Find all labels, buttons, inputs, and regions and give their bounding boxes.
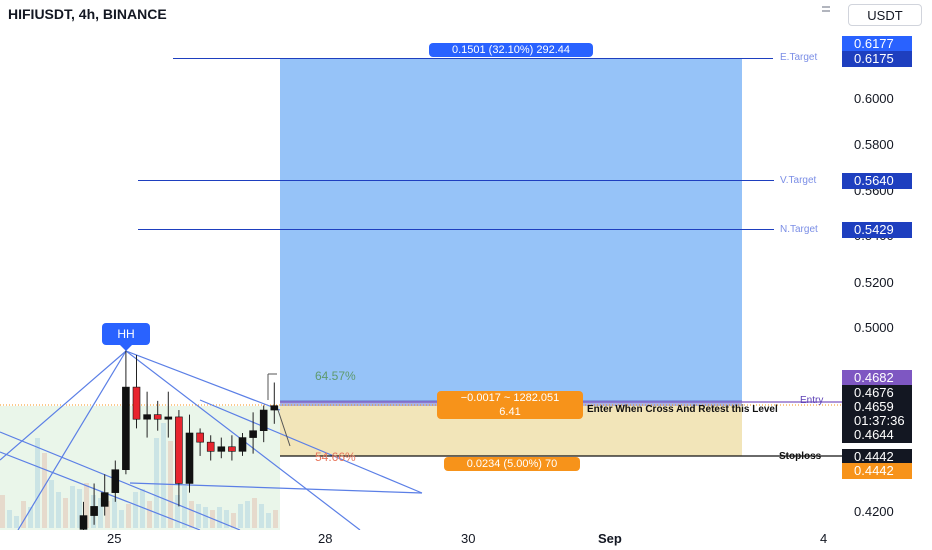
- candle-body: [228, 446, 236, 452]
- candle-body: [217, 446, 226, 452]
- candle-body: [196, 432, 204, 443]
- time-label: Sep: [598, 531, 622, 546]
- v-target-line: [138, 180, 774, 181]
- candle-body: [175, 416, 183, 484]
- entry-pill-line2: 6.41: [499, 406, 521, 418]
- candle-body: [185, 432, 194, 484]
- time-label: 28: [318, 531, 333, 546]
- n-target-line: [138, 229, 774, 230]
- stoploss-label: Stoploss: [779, 451, 822, 462]
- price-chart[interactable]: [0, 0, 842, 530]
- candle-body: [249, 430, 257, 438]
- e-target-top-tag: 0.6177: [842, 36, 912, 52]
- e-target-label: E.Target: [780, 52, 818, 63]
- entry-pill-line1: −0.0017 ~ 1282.051: [460, 392, 560, 404]
- stoploss-orange-tag: 0.4442: [842, 463, 912, 479]
- e-target-tag: 0.6175: [842, 51, 912, 67]
- candle-body: [132, 386, 141, 420]
- time-label: 30: [461, 531, 476, 546]
- last-price-tag: 0.4659: [842, 399, 912, 415]
- candle-body: [206, 441, 215, 452]
- time-label: 4: [820, 531, 828, 546]
- hh-annotation[interactable]: HH: [102, 323, 150, 345]
- hh-pointer: [120, 345, 132, 351]
- n-target-label: N.Target: [780, 224, 818, 235]
- entry-label: Entry: [800, 395, 824, 406]
- time-label: 25: [107, 531, 122, 546]
- price-tick: 0.5200: [854, 275, 894, 290]
- target-zone: [280, 58, 742, 402]
- candle-body: [143, 414, 151, 420]
- stoploss-tag: 0.4442: [842, 449, 912, 465]
- currency-button[interactable]: USDT: [848, 4, 922, 26]
- e-target-line: [173, 58, 773, 59]
- more-icon[interactable]: [822, 6, 830, 14]
- candle-body: [79, 515, 88, 530]
- candle-body: [259, 409, 268, 431]
- candle-body: [153, 414, 162, 420]
- symbol-title: HIFIUSDT, 4h, BINANCE: [8, 6, 167, 22]
- entry-marker: [267, 373, 291, 447]
- time-axis[interactable]: [0, 530, 842, 550]
- candle-body: [270, 405, 279, 411]
- n-target-tag: 0.5429: [842, 222, 912, 238]
- candle-body: [100, 492, 109, 507]
- candle-body: [111, 469, 120, 493]
- price-tick: 0.6000: [854, 91, 894, 106]
- v-target-label: V.Target: [780, 175, 817, 186]
- price-tick: 0.4200: [854, 504, 894, 519]
- target-pill[interactable]: 0.1501 (32.10%) 292.44: [429, 43, 593, 57]
- candle-body: [238, 437, 247, 452]
- price-tick: 0.5800: [854, 137, 894, 152]
- v-target-tag: 0.5640: [842, 173, 912, 189]
- entry-pill[interactable]: −0.0017 ~ 1282.051 6.41: [437, 391, 583, 419]
- candle-body: [164, 416, 173, 420]
- entry-black-tag-2: 0.4644: [842, 427, 912, 443]
- entry-black-tag-1: 0.4676: [842, 385, 912, 401]
- range-area: [0, 406, 280, 530]
- candles: [79, 348, 279, 530]
- pct-upper: 64.57%: [315, 369, 356, 383]
- countdown-tag: 01:37:36: [842, 413, 912, 429]
- chart-area[interactable]: E.Target V.Target N.Target Entry Enter W…: [0, 0, 842, 530]
- entry-note: Enter When Cross And Retest this Level: [587, 404, 778, 415]
- price-tick: 0.5000: [854, 320, 894, 335]
- stop-pill[interactable]: 0.0234 (5.00%) 70: [444, 457, 580, 471]
- candle-body: [90, 506, 98, 516]
- candle-body: [122, 386, 130, 471]
- pct-lower: 54.66%: [315, 450, 356, 464]
- entry-tag: 0.4682: [842, 370, 912, 386]
